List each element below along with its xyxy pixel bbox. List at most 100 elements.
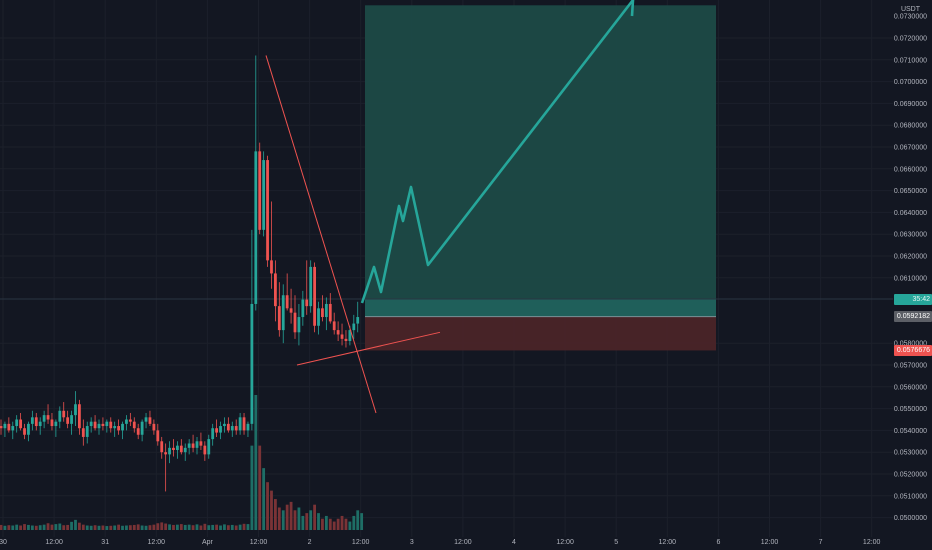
volume-bar bbox=[360, 513, 364, 530]
price-tick-label: 0.0650000 bbox=[894, 188, 927, 195]
volume-bar bbox=[27, 524, 30, 530]
volume-bar bbox=[289, 501, 293, 530]
volume-bar bbox=[34, 525, 38, 530]
candle-body bbox=[89, 421, 93, 427]
volume-bar bbox=[136, 524, 140, 530]
candle-body bbox=[195, 441, 199, 448]
candle-body bbox=[324, 303, 328, 318]
time-tick-label: 2 bbox=[308, 539, 312, 546]
volume-bar bbox=[125, 525, 128, 530]
candle-body bbox=[187, 443, 191, 448]
volume-bar bbox=[81, 524, 85, 530]
candle-body bbox=[3, 423, 7, 429]
volume-bar bbox=[313, 504, 316, 530]
volume-bar bbox=[42, 524, 46, 530]
volume-bar bbox=[199, 525, 203, 530]
volume-bar bbox=[293, 510, 297, 530]
volume-bar bbox=[7, 525, 11, 530]
candle-body bbox=[234, 426, 238, 431]
price-tick-label: 0.0630000 bbox=[894, 232, 927, 239]
volume-bar bbox=[156, 523, 160, 530]
volume-bar bbox=[70, 521, 73, 530]
volume-bar bbox=[121, 525, 124, 530]
volume-bar bbox=[274, 499, 277, 530]
candle-body bbox=[332, 321, 336, 331]
ascending-trendline bbox=[296, 331, 441, 366]
volume-bar bbox=[160, 522, 164, 530]
volume-bar bbox=[223, 524, 226, 530]
volume-bar bbox=[305, 513, 309, 530]
candle-body bbox=[250, 303, 254, 424]
candle-body bbox=[336, 330, 340, 335]
volume-bar bbox=[54, 524, 58, 530]
price-tick-label: 0.0640000 bbox=[894, 210, 927, 217]
candle-body bbox=[344, 338, 348, 342]
volume-bar bbox=[258, 445, 262, 530]
volume-bar bbox=[62, 525, 66, 530]
time-tick-label: 12:00 bbox=[250, 539, 268, 546]
candle-body bbox=[164, 452, 168, 455]
current-price-label: 0.0592182 bbox=[894, 311, 932, 323]
price-tick-label: 0.0700000 bbox=[894, 79, 927, 86]
candle-body bbox=[125, 419, 128, 424]
time-tick-label: 7 bbox=[819, 539, 823, 546]
candle-body bbox=[70, 415, 73, 424]
volume-bar bbox=[58, 523, 62, 530]
volume-bar bbox=[144, 525, 148, 530]
countdown-label: 35:42 bbox=[894, 293, 932, 305]
volume-bar bbox=[113, 525, 117, 530]
candle-body bbox=[262, 160, 266, 230]
price-tick-label: 0.0500000 bbox=[894, 515, 927, 522]
time-tick-label: 3 bbox=[410, 539, 414, 546]
candle-body bbox=[191, 443, 195, 448]
candle-body bbox=[160, 441, 164, 453]
volume-bar bbox=[191, 525, 195, 530]
volume-bar bbox=[23, 524, 26, 530]
candle-body bbox=[285, 295, 289, 309]
volume-bar bbox=[74, 519, 77, 530]
volume-bar bbox=[109, 525, 113, 530]
price-tick-label: 0.0680000 bbox=[894, 123, 927, 130]
candle-body bbox=[281, 295, 285, 331]
candle-body bbox=[168, 447, 171, 455]
candle-body bbox=[293, 312, 297, 333]
price-tick-label: 0.0540000 bbox=[894, 428, 927, 435]
volume-bar bbox=[183, 524, 187, 530]
candle-body bbox=[7, 423, 11, 431]
candle-body bbox=[258, 151, 262, 230]
volume-bar bbox=[321, 518, 324, 530]
candle-body bbox=[211, 428, 215, 440]
candle-body bbox=[328, 303, 332, 322]
price-tick-label: 0.0580000 bbox=[894, 341, 927, 348]
price-tick-label: 0.0690000 bbox=[894, 101, 927, 108]
volume-bar bbox=[211, 524, 215, 530]
price-tick-label: 0.0610000 bbox=[894, 275, 927, 282]
candle-body bbox=[352, 323, 356, 331]
candle-body bbox=[317, 308, 320, 326]
candle-body bbox=[50, 419, 54, 427]
candle-body bbox=[203, 445, 207, 455]
candle-body bbox=[340, 334, 344, 339]
profit-zone bbox=[365, 5, 716, 317]
volume-bar bbox=[152, 524, 156, 530]
candle-body bbox=[223, 423, 226, 427]
currency-label: USDT bbox=[900, 6, 920, 13]
volume-bar bbox=[285, 504, 289, 530]
time-tick-label: 12:00 bbox=[863, 539, 881, 546]
volume-bar bbox=[38, 525, 42, 530]
volume-bar bbox=[262, 468, 266, 530]
candle-body bbox=[136, 428, 140, 435]
volume-bar bbox=[336, 518, 340, 530]
volume-bar bbox=[176, 524, 179, 530]
candle-body bbox=[11, 426, 15, 431]
price-tick-label: 0.0660000 bbox=[894, 166, 927, 173]
volume-bar bbox=[234, 525, 238, 530]
projection-path bbox=[360, 0, 635, 304]
price-tick-label: 0.0620000 bbox=[894, 254, 927, 261]
candle-body bbox=[277, 306, 281, 331]
candle-body bbox=[152, 423, 156, 431]
volume-bar bbox=[93, 525, 97, 530]
volume-bar bbox=[50, 524, 54, 530]
